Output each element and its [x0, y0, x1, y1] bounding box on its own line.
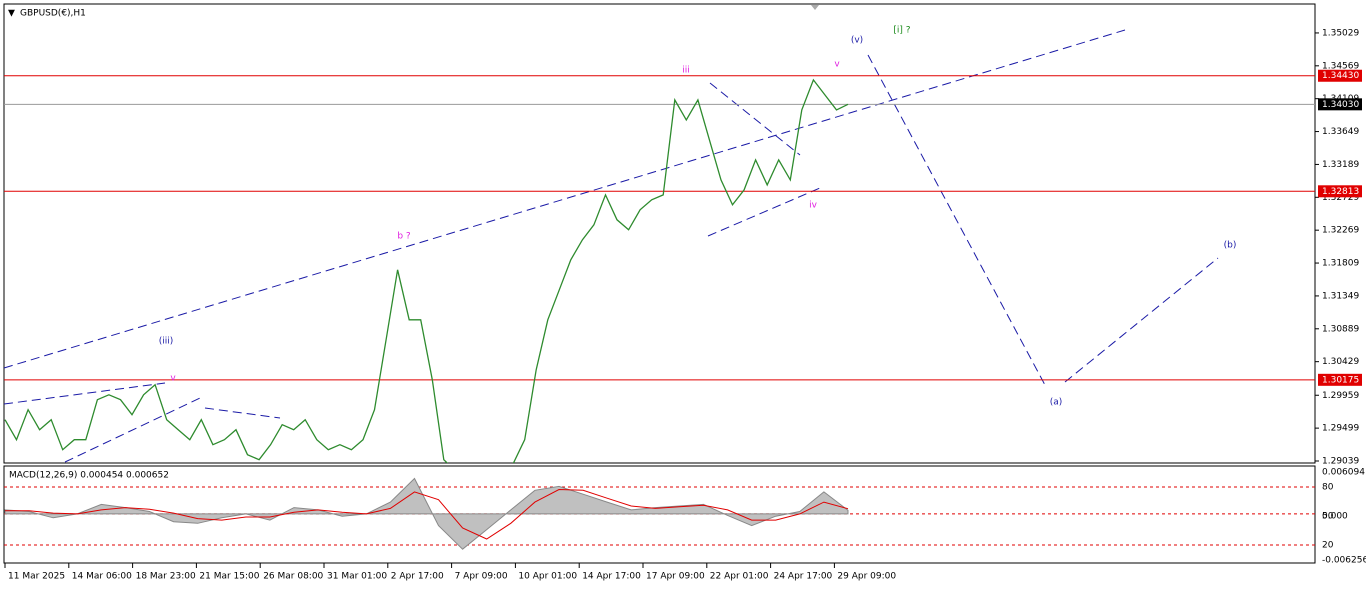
price-series — [4, 78, 849, 463]
wave-label: (v) — [851, 36, 863, 46]
x-tick-label: 14 Apr 17:00 — [582, 572, 641, 582]
macd-series — [4, 477, 1315, 550]
y-tick-label: 1.32269 — [1322, 226, 1359, 236]
macd-axis-label: -0.006256 — [1322, 556, 1366, 566]
x-tick-label: 14 Mar 06:00 — [72, 572, 132, 582]
x-tick-label: 2 Apr 17:00 — [391, 572, 444, 582]
x-tick-label: 31 Mar 01:00 — [327, 572, 387, 582]
macd-title: MACD(12,26,9) 0.000454 0.000652 — [9, 471, 169, 481]
level-tag — [1318, 69, 1362, 82]
y-tick-label: 1.34569 — [1322, 61, 1359, 71]
y-tick-label: 1.31809 — [1322, 259, 1359, 269]
y-tick-label: 1.31349 — [1322, 291, 1359, 301]
macd-axis-label: 80 — [1322, 483, 1334, 493]
current-price-tag — [1318, 98, 1362, 111]
macd-axis-label: 20 — [1322, 541, 1334, 551]
wave-label: v — [834, 60, 840, 70]
wave-lines — [3, 29, 1219, 463]
symbol-arrow: ▼ — [8, 9, 15, 19]
wave-label: iv — [809, 201, 818, 211]
x-tick-label: 18 Mar 23:00 — [136, 572, 196, 582]
x-tick-label: 17 Apr 09:00 — [646, 572, 705, 582]
symbol-title: GBPUSD(€),H1 — [20, 9, 86, 19]
wave-label: b ? — [397, 232, 411, 242]
macd-signal — [5, 488, 849, 540]
x-tick-label: 24 Apr 17:00 — [774, 572, 833, 582]
x-tick-label: 11 Mar 2025 — [8, 572, 65, 582]
wave-label: (b) — [1224, 241, 1237, 251]
macd-axis-label: 50 — [1322, 512, 1334, 522]
macd-panel — [3, 465, 1316, 564]
y-tick-label: 1.32729 — [1322, 193, 1359, 203]
level-label: 1.32813 — [1322, 187, 1359, 197]
macd-histogram — [4, 477, 849, 550]
price-line — [4, 78, 849, 463]
wave-label: (a) — [1050, 398, 1063, 408]
y-tick-label: 1.33649 — [1322, 127, 1359, 137]
y-tick-label: 1.35029 — [1322, 28, 1359, 38]
x-tick-label: 21 Mar 15:00 — [199, 572, 259, 582]
y-tick-label: 1.30429 — [1322, 357, 1359, 367]
level-label: 1.30175 — [1322, 375, 1359, 385]
level-tag — [1318, 185, 1362, 198]
wave-label: iii — [682, 66, 690, 76]
wave-label: [i] ? — [893, 26, 910, 36]
macd-axis-label: 0.000 — [1322, 512, 1348, 522]
y-tick-label: 1.29039 — [1322, 456, 1359, 466]
level-label: 1.34430 — [1322, 71, 1359, 81]
wave-label: v — [170, 374, 176, 384]
shift-marker — [811, 5, 819, 10]
x-tick-label: 22 Apr 01:00 — [710, 572, 769, 582]
main-panel — [3, 3, 1316, 464]
y-tick-label: 1.29499 — [1322, 424, 1359, 434]
current-price-label: 1.34030 — [1322, 100, 1359, 110]
x-tick-label: 7 Apr 09:00 — [455, 572, 508, 582]
x-tick-label: 29 Apr 09:00 — [837, 572, 896, 582]
y-tick-label: 1.33189 — [1322, 160, 1359, 170]
x-tick-label: 26 Mar 08:00 — [263, 572, 323, 582]
macd-axis-label: 0.006094 — [1322, 468, 1365, 478]
y-tick-label: 1.30889 — [1322, 324, 1359, 334]
level-tag — [1318, 373, 1362, 386]
x-tick-label: 10 Apr 01:00 — [518, 572, 577, 582]
y-tick-label: 1.29959 — [1322, 391, 1359, 401]
wave-label: (iii) — [159, 337, 174, 347]
